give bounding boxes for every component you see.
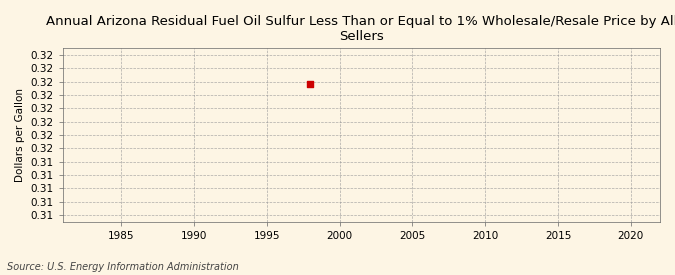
Text: Source: U.S. Energy Information Administration: Source: U.S. Energy Information Administ…: [7, 262, 238, 272]
Y-axis label: Dollars per Gallon: Dollars per Gallon: [15, 88, 25, 182]
Point: [305, 82, 316, 87]
Title: Annual Arizona Residual Fuel Oil Sulfur Less Than or Equal to 1% Wholesale/Resal: Annual Arizona Residual Fuel Oil Sulfur …: [46, 15, 675, 43]
